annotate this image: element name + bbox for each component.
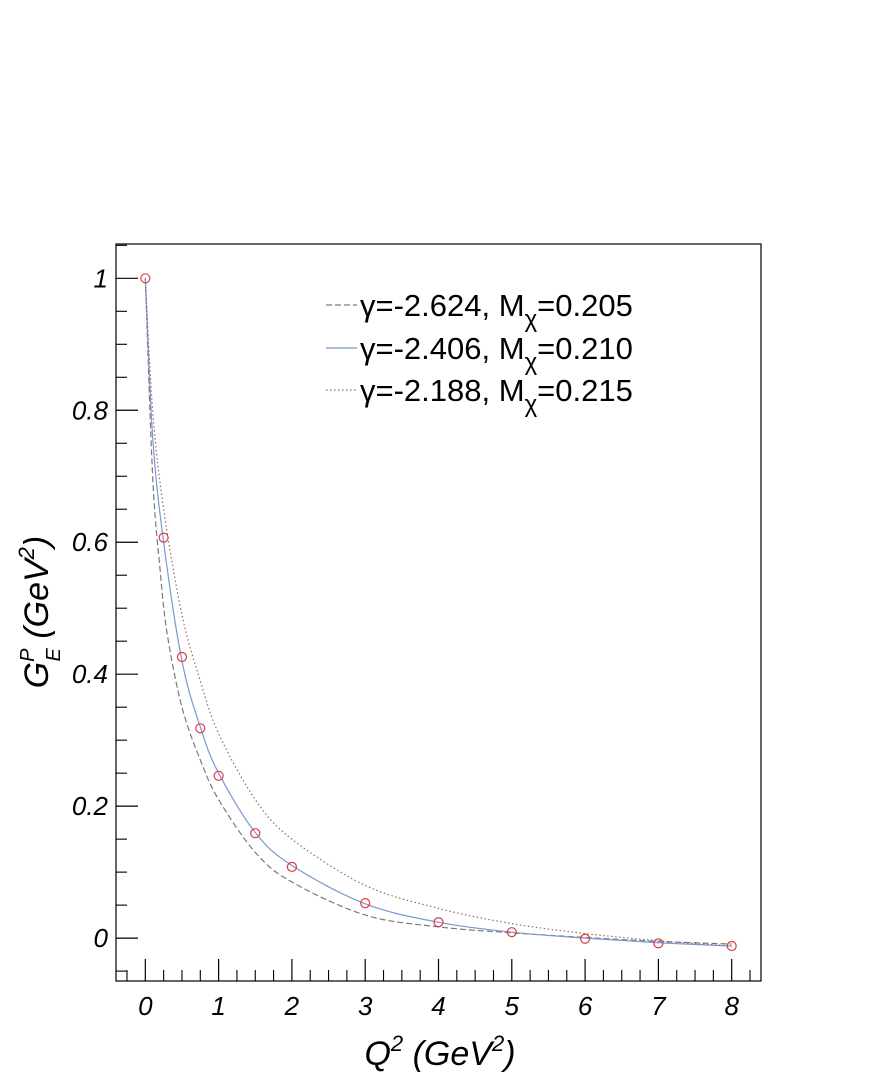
x-axis-title-sup: 2 bbox=[390, 1031, 403, 1056]
y-tick-label: 0.2 bbox=[72, 791, 109, 821]
x-tick-label: 0 bbox=[138, 991, 153, 1021]
data-point bbox=[653, 938, 664, 949]
data-point bbox=[158, 532, 169, 543]
series-curves bbox=[144, 278, 732, 947]
y-axis-title-close: ) bbox=[18, 536, 56, 551]
x-tick-label: 3 bbox=[358, 991, 373, 1021]
data-point bbox=[250, 828, 261, 839]
data-point bbox=[213, 770, 224, 781]
legend-label-3: γ=-2.188, Mχ=0.215 bbox=[360, 373, 633, 418]
y-axis-title-unit-sup: 2 bbox=[14, 547, 39, 560]
series-line-3 bbox=[144, 278, 732, 947]
legend-label-sub: χ bbox=[525, 391, 538, 418]
data-point bbox=[726, 940, 737, 952]
x-tick-label: 7 bbox=[651, 991, 667, 1021]
data-point bbox=[579, 933, 591, 944]
x-tick-label: 1 bbox=[211, 991, 225, 1021]
y-tick-label: 0.6 bbox=[72, 527, 109, 557]
legend-label-sub: χ bbox=[525, 306, 538, 333]
y-axis-title-unit: (GeV bbox=[18, 556, 56, 648]
data-point bbox=[140, 273, 151, 284]
x-tick-label: 8 bbox=[724, 991, 739, 1021]
series-line-2 bbox=[144, 278, 732, 947]
legend-label-value: =0.210 bbox=[537, 331, 633, 366]
legend-label-main: γ=-2.406, M bbox=[360, 331, 525, 366]
major-ticks bbox=[116, 277, 733, 981]
y-axis-title: GP E (GeV2) bbox=[14, 536, 65, 689]
data-point bbox=[360, 898, 371, 909]
series-line-1 bbox=[144, 278, 732, 945]
x-tick-label: 5 bbox=[505, 991, 520, 1021]
x-axis-title-close: ) bbox=[500, 1035, 515, 1073]
x-axis-title-unit: (GeV bbox=[403, 1035, 495, 1073]
y-axis-title-sub: E bbox=[43, 647, 65, 661]
data-point bbox=[433, 917, 444, 928]
data-point bbox=[176, 651, 188, 663]
legend-label-2: γ=-2.406, Mχ=0.210 bbox=[360, 331, 633, 376]
x-tick-labels: 0 1 2 3 4 5 6 7 8 bbox=[138, 991, 739, 1021]
y-tick-labels: 0 0.2 0.4 0.6 0.8 1 bbox=[72, 263, 109, 953]
data-points bbox=[140, 273, 737, 952]
y-axis-title-sup: P bbox=[17, 648, 39, 662]
x-tick-label: 2 bbox=[284, 991, 300, 1021]
data-point bbox=[195, 723, 206, 734]
x-tick-label: 6 bbox=[578, 991, 593, 1021]
y-tick-label: 1 bbox=[94, 263, 108, 293]
plot-frame bbox=[115, 243, 762, 982]
y-tick-label: 0 bbox=[94, 923, 109, 953]
data-point bbox=[286, 861, 298, 872]
y-axis-title-main: G bbox=[18, 662, 56, 688]
legend-label-value: =0.215 bbox=[537, 373, 633, 408]
legend-label-sub: χ bbox=[525, 349, 538, 376]
data-point bbox=[506, 927, 517, 938]
x-tick-label: 4 bbox=[431, 991, 445, 1021]
legend-label-main: γ=-2.624, M bbox=[360, 288, 525, 323]
legend-label-main: γ=-2.188, M bbox=[360, 373, 525, 408]
y-tick-label: 0.4 bbox=[72, 659, 108, 689]
legend-label-1: γ=-2.624, Mχ=0.205 bbox=[360, 288, 633, 333]
minor-ticks bbox=[116, 244, 751, 981]
x-axis-title-main: Q bbox=[364, 1035, 390, 1073]
x-axis-title-unit-sup: 2 bbox=[491, 1031, 504, 1056]
x-axis-title: Q2 (GeV2) bbox=[364, 1031, 515, 1073]
y-tick-label: 0.8 bbox=[72, 395, 109, 425]
legend-label-value: =0.205 bbox=[537, 288, 633, 323]
